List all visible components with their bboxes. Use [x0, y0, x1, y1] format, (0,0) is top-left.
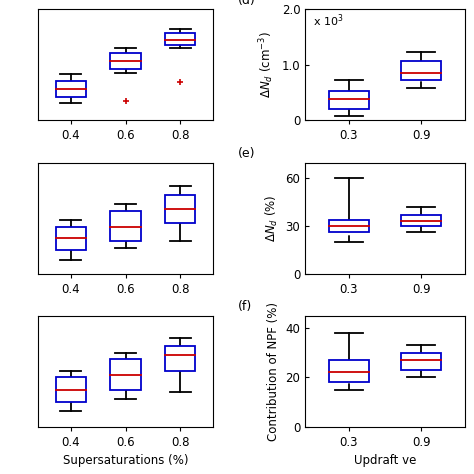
Bar	[329, 91, 369, 109]
Bar	[110, 210, 141, 241]
Bar	[56, 81, 86, 97]
X-axis label: Supersaturations (%): Supersaturations (%)	[63, 454, 188, 467]
Y-axis label: $\Delta N_d$ (%): $\Delta N_d$ (%)	[264, 194, 280, 242]
Bar	[401, 215, 441, 226]
Bar	[110, 359, 141, 390]
Bar	[165, 195, 195, 223]
Bar	[56, 377, 86, 402]
Bar	[165, 33, 195, 45]
Bar	[329, 219, 369, 232]
Bar	[329, 360, 369, 382]
Bar	[401, 61, 441, 81]
Y-axis label: Contribution of NPF (%): Contribution of NPF (%)	[267, 301, 280, 441]
Y-axis label: $\Delta N_d$ (cm$^{-3}$): $\Delta N_d$ (cm$^{-3}$)	[257, 32, 276, 99]
Bar	[401, 353, 441, 370]
Bar	[165, 346, 195, 371]
X-axis label: Updraft ve: Updraft ve	[354, 454, 416, 467]
Text: x 10$^3$: x 10$^3$	[313, 13, 344, 29]
Bar	[110, 53, 141, 69]
Text: (e): (e)	[238, 147, 256, 160]
Text: (f): (f)	[238, 301, 253, 313]
Bar	[56, 228, 86, 250]
Text: (d): (d)	[238, 0, 256, 7]
